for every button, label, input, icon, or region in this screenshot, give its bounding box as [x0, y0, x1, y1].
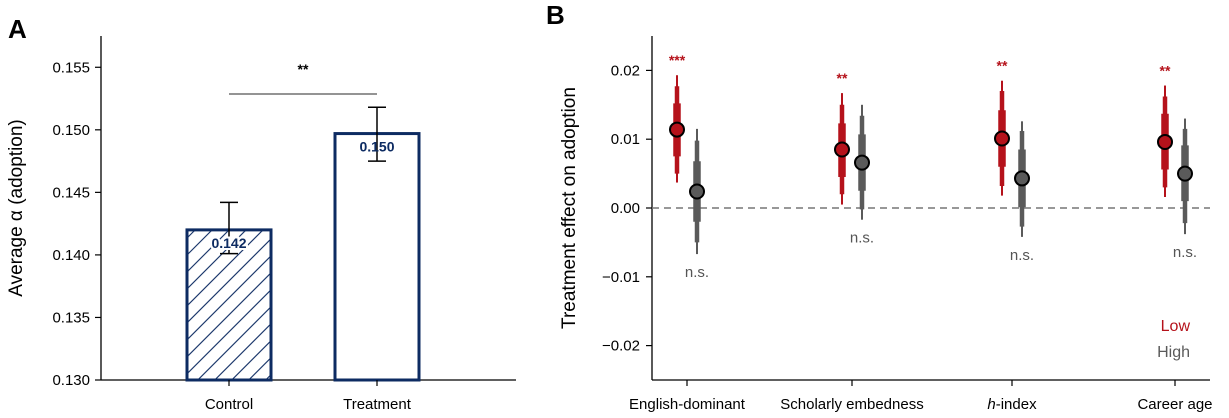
bar-control	[185, 228, 273, 382]
point-estimate-low	[1157, 133, 1173, 150]
panel-b-y-tick-label: −0.01	[602, 269, 640, 286]
point-estimate-low	[834, 141, 850, 158]
not-significant-label: n.s.	[1010, 247, 1034, 264]
panel-a-y-tick-label: 0.135	[52, 309, 90, 326]
panel-a-y-tick-label: 0.145	[52, 184, 90, 201]
panel-a-significance: **	[298, 61, 309, 77]
not-significant-label: n.s.	[685, 264, 709, 281]
bar-treatment	[333, 132, 421, 382]
point-estimate-high	[689, 183, 705, 200]
significance-stars: **	[837, 70, 848, 86]
point-estimate-low	[994, 130, 1010, 147]
point-estimate-high	[1014, 170, 1030, 187]
panel-a-chart: Average α (adoption) 0.130 0.135 0.140 0.14…	[6, 36, 516, 413]
bar-value-label: 0.150	[359, 139, 394, 155]
point-estimate-high	[1177, 165, 1193, 182]
panel-b-x-tick-label: English-dominant	[629, 396, 746, 413]
panel-b-letter: B	[546, 0, 565, 30]
point-estimate-high	[854, 154, 870, 171]
significance-stars: **	[1160, 63, 1171, 79]
panel-a-y-tick-label: 0.155	[52, 59, 90, 76]
bar-value-label: 0.142	[211, 235, 246, 251]
panel-a-y-tick-label: 0.130	[52, 372, 90, 389]
panel-b-y-tick-label: −0.02	[602, 338, 640, 355]
panel-b-y-tick-label: 0.02	[611, 62, 640, 79]
point-estimate-low	[669, 121, 685, 138]
panel-b-x-tick-label: h-index	[987, 396, 1037, 413]
panel-b-x-tick-label: Scholarly embedness	[780, 396, 923, 413]
panel-b-y-axis-title: Treatment effect on adoption	[559, 87, 580, 329]
panel-a-y-axis-title: Average α (adoption)	[6, 119, 27, 297]
panel-b-x-tick-label: Career age	[1137, 396, 1212, 413]
panel-a-x-tick-label: Treatment	[343, 396, 412, 413]
panel-a-x-tick-label: Control	[205, 396, 253, 413]
significance-stars: **	[997, 58, 1008, 74]
significance-stars: ***	[669, 52, 686, 68]
panel-b-y-tick-label: 0.01	[611, 131, 640, 148]
panel-a-y-tick-label: 0.140	[52, 247, 90, 264]
panel-b-chart: Treatment effect on adoption −0.02 −0.01 0…	[559, 36, 1213, 413]
panel-a-y-tick-label: 0.150	[52, 122, 90, 139]
legend-high: High	[1157, 344, 1190, 361]
legend-low: Low	[1161, 318, 1191, 335]
panel-b-y-tick-label: 0.00	[611, 200, 640, 217]
not-significant-label: n.s.	[850, 230, 874, 247]
not-significant-label: n.s.	[1173, 244, 1197, 261]
panel-a-letter: A	[8, 14, 27, 44]
